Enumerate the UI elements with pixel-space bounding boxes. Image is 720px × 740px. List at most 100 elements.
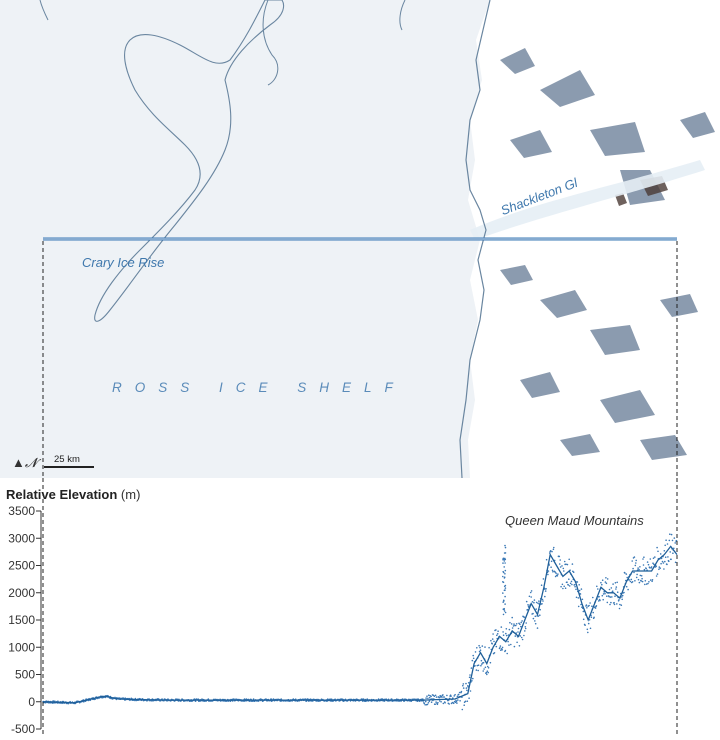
data-point [568, 558, 570, 561]
data-point [531, 601, 534, 603]
data-point [513, 623, 515, 625]
data-point [627, 588, 629, 591]
data-point [524, 630, 526, 632]
data-point [442, 702, 445, 705]
data-point [466, 700, 469, 702]
y-tick-label: 2500 [8, 559, 35, 573]
data-point [426, 703, 429, 706]
scale-bar-label: 25 km [54, 454, 80, 465]
data-point [499, 647, 501, 649]
data-point [419, 700, 421, 702]
data-point [641, 580, 644, 583]
data-point [452, 702, 455, 705]
data-point [528, 595, 531, 598]
data-point [615, 588, 617, 590]
data-point [508, 644, 510, 646]
data-point [505, 634, 508, 637]
data-point [541, 603, 543, 605]
data-point [573, 583, 576, 586]
data-point [586, 628, 589, 631]
data-point [504, 611, 507, 614]
data-point [444, 702, 446, 704]
y-tick-label: 3500 [8, 504, 35, 518]
data-point [554, 575, 557, 578]
data-point [581, 598, 584, 601]
data-point [504, 569, 507, 572]
data-point [438, 696, 441, 699]
data-point [503, 589, 506, 592]
data-point [503, 566, 506, 568]
y-tick-label: 3000 [8, 531, 35, 545]
data-point [57, 700, 59, 702]
data-point [480, 659, 483, 662]
data-point [460, 690, 463, 693]
crary-ice-rise-outline [94, 0, 285, 322]
data-point [478, 644, 480, 647]
data-point [659, 553, 662, 555]
data-point [571, 583, 573, 586]
satellite-map: Crary Ice Rise ROSS ICE SHELF Shackleton… [0, 0, 720, 478]
data-point [450, 695, 452, 697]
data-point [595, 605, 598, 607]
data-point [515, 624, 517, 627]
data-point [608, 588, 611, 591]
data-point [586, 607, 588, 609]
data-point [616, 603, 618, 605]
data-point [505, 628, 508, 630]
data-point [549, 550, 552, 552]
data-point [572, 571, 575, 573]
data-point [485, 671, 488, 674]
data-point [587, 631, 589, 634]
data-point [610, 587, 613, 589]
data-point [466, 689, 468, 692]
data-point [584, 624, 586, 626]
data-point [651, 579, 654, 581]
data-point [504, 649, 507, 652]
data-point [632, 567, 634, 570]
data-point [518, 645, 521, 647]
data-point [448, 703, 451, 705]
data-point [501, 649, 504, 651]
data-point [544, 595, 546, 598]
data-point [637, 578, 640, 581]
ross-ice-shelf-label: ROSS ICE SHELF [112, 380, 406, 395]
data-point [504, 544, 506, 547]
data-point [550, 560, 553, 563]
shackleton-glacier [470, 160, 705, 240]
data-point [672, 552, 674, 554]
data-point [609, 596, 612, 598]
crary-ice-rise-label: Crary Ice Rise [82, 255, 165, 270]
y-tick-label: 1000 [8, 640, 35, 654]
data-point [477, 669, 480, 672]
data-point [606, 595, 608, 597]
data-point [555, 572, 557, 574]
data-point [563, 585, 565, 588]
data-point [635, 576, 638, 579]
data-point [463, 704, 466, 706]
data-point [649, 579, 652, 581]
data-point [541, 598, 544, 601]
data-point [596, 585, 598, 588]
data-point [471, 659, 474, 662]
data-point [435, 701, 437, 703]
chart-unit: (m) [120, 487, 141, 502]
data-point [534, 620, 536, 622]
data-point [663, 568, 665, 570]
ice-rise-right-outline [399, 0, 406, 31]
data-point [536, 627, 539, 629]
data-point [649, 558, 652, 560]
data-point [456, 695, 459, 698]
data-point [524, 627, 527, 630]
elevation-series-line [42, 545, 678, 704]
data-point [630, 578, 633, 581]
data-point [436, 703, 439, 706]
data-point [611, 590, 614, 592]
data-point [521, 638, 524, 641]
data-point [604, 581, 607, 583]
data-point [456, 702, 458, 704]
data-point [669, 551, 671, 553]
data-point [480, 664, 482, 667]
data-point [668, 560, 670, 563]
data-point [538, 600, 540, 602]
data-point [491, 638, 494, 640]
